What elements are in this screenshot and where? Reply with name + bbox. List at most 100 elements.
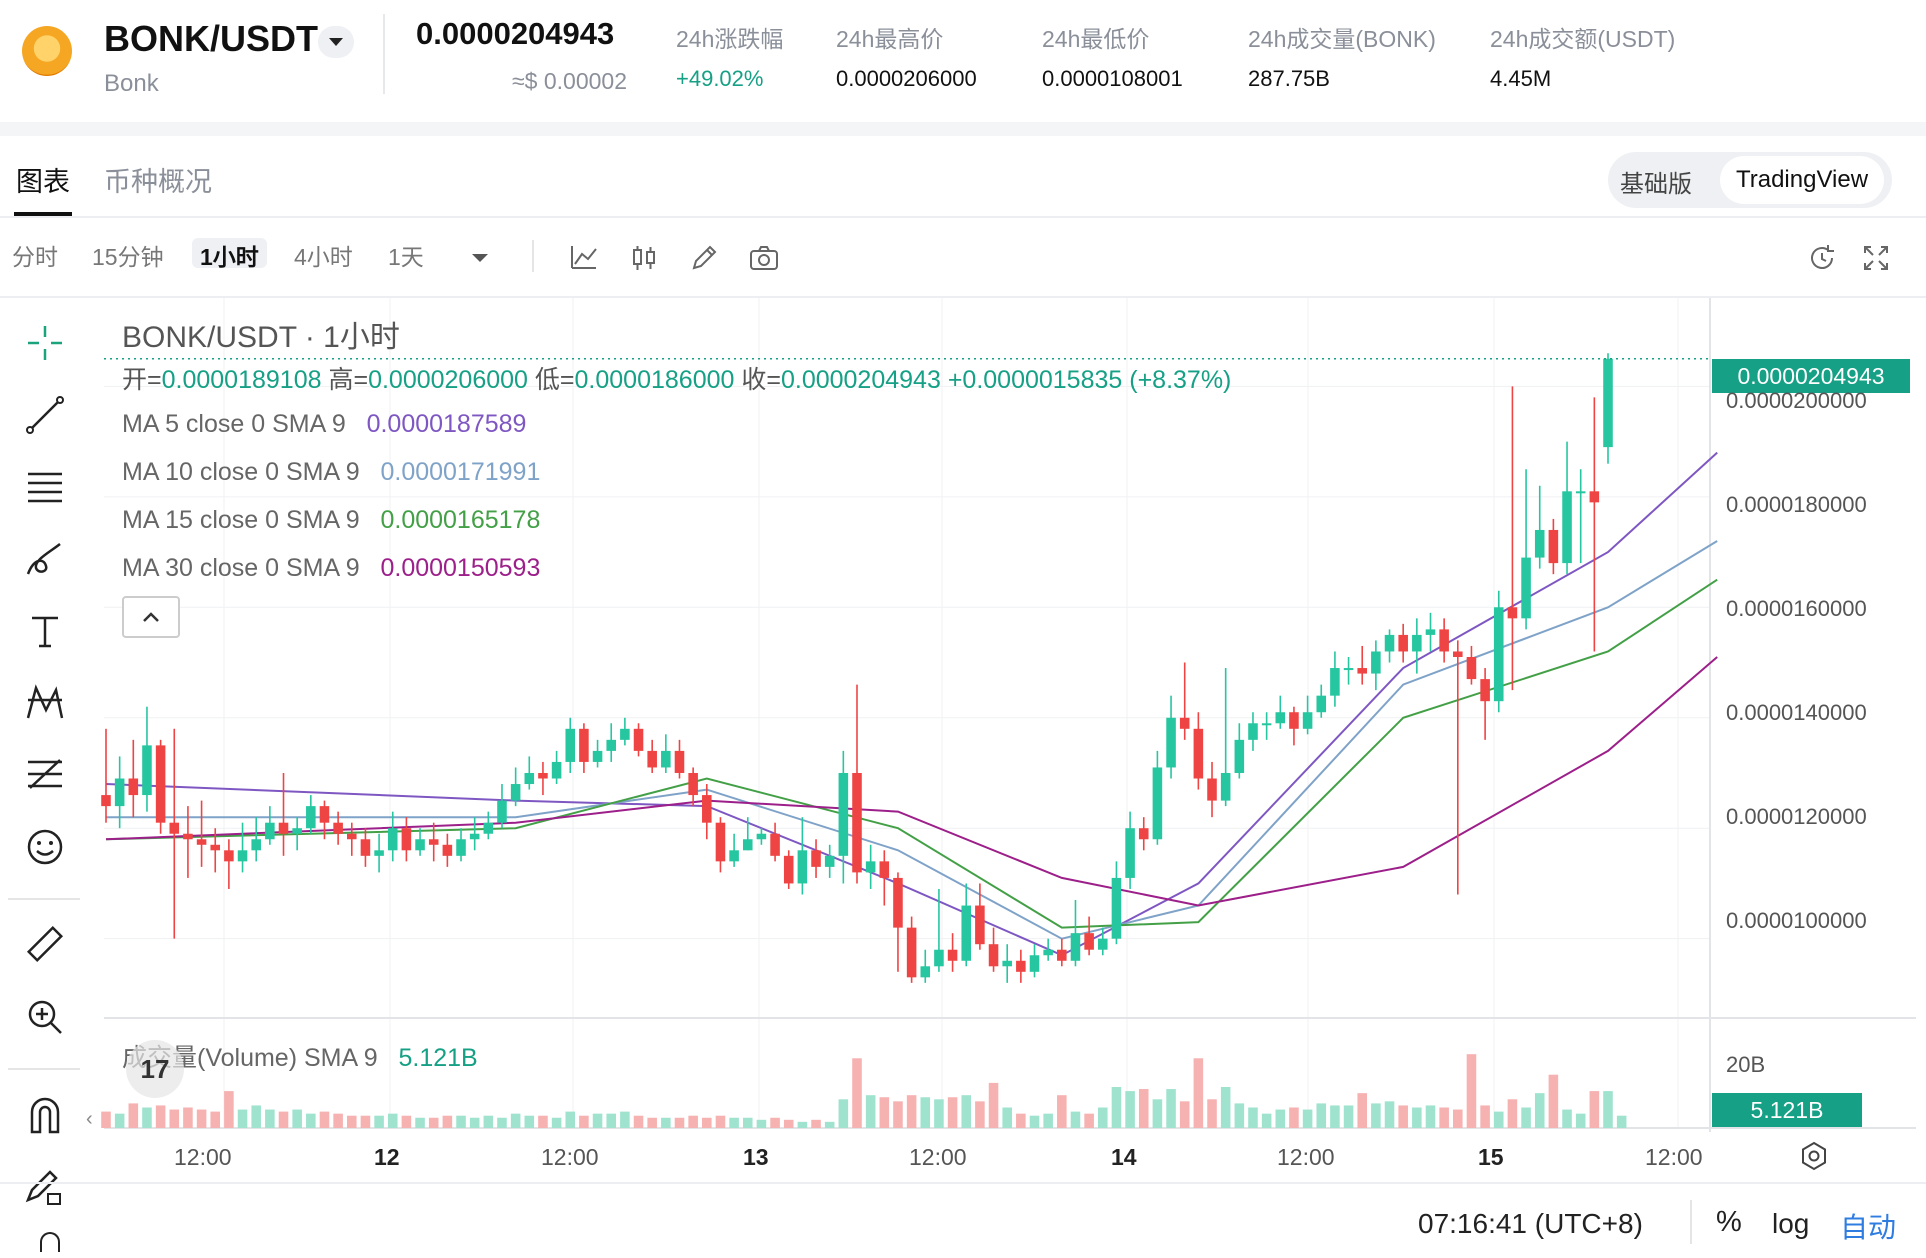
ma-line xyxy=(105,578,1718,929)
text-tool-icon[interactable] xyxy=(24,610,66,652)
candle-body xyxy=(1016,960,1026,972)
candle-body xyxy=(278,822,289,834)
volume-bar xyxy=(265,1109,275,1128)
fullscreen-icon[interactable] xyxy=(1858,240,1894,276)
candle-body xyxy=(592,750,603,762)
candle-body xyxy=(237,850,248,862)
open-value: 0.0000189108 xyxy=(161,366,322,394)
basic-view-button[interactable]: 基础版 xyxy=(1620,171,1692,198)
candle-body xyxy=(128,778,139,796)
crosshair-icon[interactable] xyxy=(24,322,66,364)
timeframe-15m[interactable]: 15分钟 xyxy=(92,244,164,270)
candle-body xyxy=(401,828,412,851)
volume-bar xyxy=(1316,1103,1327,1128)
lock-drawing-icon[interactable] xyxy=(24,1166,66,1208)
chart-type-icon[interactable] xyxy=(626,240,662,276)
volume-bar xyxy=(620,1111,630,1128)
candle-body xyxy=(196,839,207,845)
volume-bar xyxy=(920,1097,931,1128)
log-scale-toggle[interactable]: log xyxy=(1772,1208,1810,1239)
percent-scale-toggle[interactable]: % xyxy=(1716,1206,1742,1238)
volume-bar xyxy=(1084,1113,1094,1128)
emoji-icon[interactable] xyxy=(24,826,66,868)
clock-timezone[interactable]: 07:16:41 (UTC+8) xyxy=(1418,1208,1643,1239)
volume-bar xyxy=(196,1109,207,1128)
more-timeframes-chevron-icon[interactable] xyxy=(462,240,498,276)
tab-underline xyxy=(14,212,72,216)
pair-title[interactable]: BONK/USDT xyxy=(104,18,318,59)
volume-bar xyxy=(183,1107,193,1128)
reset-icon[interactable] xyxy=(1804,240,1840,276)
candle-body xyxy=(1179,717,1190,729)
candle-body xyxy=(101,795,111,807)
candle-body xyxy=(524,772,535,785)
volume-bar xyxy=(1371,1103,1381,1128)
candle-body xyxy=(565,728,576,762)
volume-bar xyxy=(947,1097,958,1128)
x-axis-label: 12:00 xyxy=(174,1144,232,1170)
candle-body xyxy=(1220,772,1231,801)
candle-body xyxy=(551,761,562,779)
scroll-left-chevron-icon[interactable]: ‹ xyxy=(86,1108,93,1130)
magnet-icon[interactable] xyxy=(24,1094,66,1136)
volume-bar xyxy=(865,1095,876,1128)
candle-body xyxy=(1371,651,1381,674)
volume-bar xyxy=(374,1115,384,1128)
candle-body xyxy=(988,944,999,967)
candle-body xyxy=(893,877,903,928)
timeframe-1d[interactable]: 1天 xyxy=(388,244,424,270)
trend-line-icon[interactable] xyxy=(24,394,66,436)
volume-bar xyxy=(1453,1109,1463,1128)
candle-body xyxy=(415,839,425,851)
candle-body xyxy=(442,844,453,856)
brush-icon[interactable] xyxy=(24,538,66,580)
volume-bar xyxy=(319,1111,330,1128)
candle-body xyxy=(1029,955,1040,972)
ticker-header: BONK/USDT Bonk 0.0000204943 ≈$ 0.00002 2… xyxy=(0,0,1926,122)
candle-body xyxy=(155,745,166,823)
tab-chart[interactable]: 图表 xyxy=(16,167,70,197)
candle-body xyxy=(729,850,739,862)
timeframe-1h[interactable]: 1小时 xyxy=(192,238,267,270)
toolbar-divider-line xyxy=(0,296,1926,298)
candle-body xyxy=(824,855,835,867)
collapse-legend-chevron-up-icon[interactable] xyxy=(122,596,180,638)
pattern-icon[interactable] xyxy=(24,682,66,724)
candle-body xyxy=(1493,607,1504,702)
candle-body xyxy=(210,844,221,851)
candle-body xyxy=(1125,828,1135,878)
chart-settings-icon[interactable] xyxy=(1796,1138,1832,1174)
volume-bar xyxy=(360,1115,371,1128)
candle-body xyxy=(1138,828,1149,840)
candle-body xyxy=(1166,717,1176,768)
tradingview-button[interactable]: TradingView xyxy=(1720,156,1884,204)
left-toolbar-divider xyxy=(8,898,80,900)
candle-body xyxy=(1548,529,1559,564)
ruler-icon[interactable] xyxy=(24,924,66,966)
auto-scale-toggle[interactable]: 自动 xyxy=(1840,1212,1897,1243)
pencil-icon[interactable] xyxy=(686,240,722,276)
indicator-icon[interactable] xyxy=(566,240,602,276)
timeframe-4h[interactable]: 4小时 xyxy=(294,244,353,270)
more-tools-icon[interactable] xyxy=(40,1232,60,1252)
candle-body xyxy=(1480,679,1490,702)
tab-coin-overview[interactable]: 币种概况 xyxy=(104,167,212,197)
volume-bar xyxy=(101,1111,111,1128)
timeframe-line[interactable]: 分时 xyxy=(12,244,58,270)
horizontal-lines-icon[interactable] xyxy=(24,466,66,508)
candle-body xyxy=(1534,529,1545,558)
volume-bar xyxy=(538,1115,548,1128)
zoom-in-icon[interactable] xyxy=(24,996,66,1038)
fib-retracement-icon[interactable] xyxy=(24,754,66,796)
volume-bar xyxy=(1111,1087,1122,1128)
volume-bar xyxy=(1289,1107,1299,1128)
candle-body xyxy=(360,839,371,856)
volume-bar xyxy=(1070,1111,1081,1128)
camera-icon[interactable] xyxy=(746,240,782,276)
pair-dropdown-button[interactable] xyxy=(318,26,354,58)
volume-bar xyxy=(1029,1115,1040,1128)
volume-bar xyxy=(579,1115,589,1128)
ohlc-legend: 开=0.0000189108 高=0.0000206000 低=0.000018… xyxy=(122,360,1231,396)
volume-bar xyxy=(1207,1099,1217,1128)
